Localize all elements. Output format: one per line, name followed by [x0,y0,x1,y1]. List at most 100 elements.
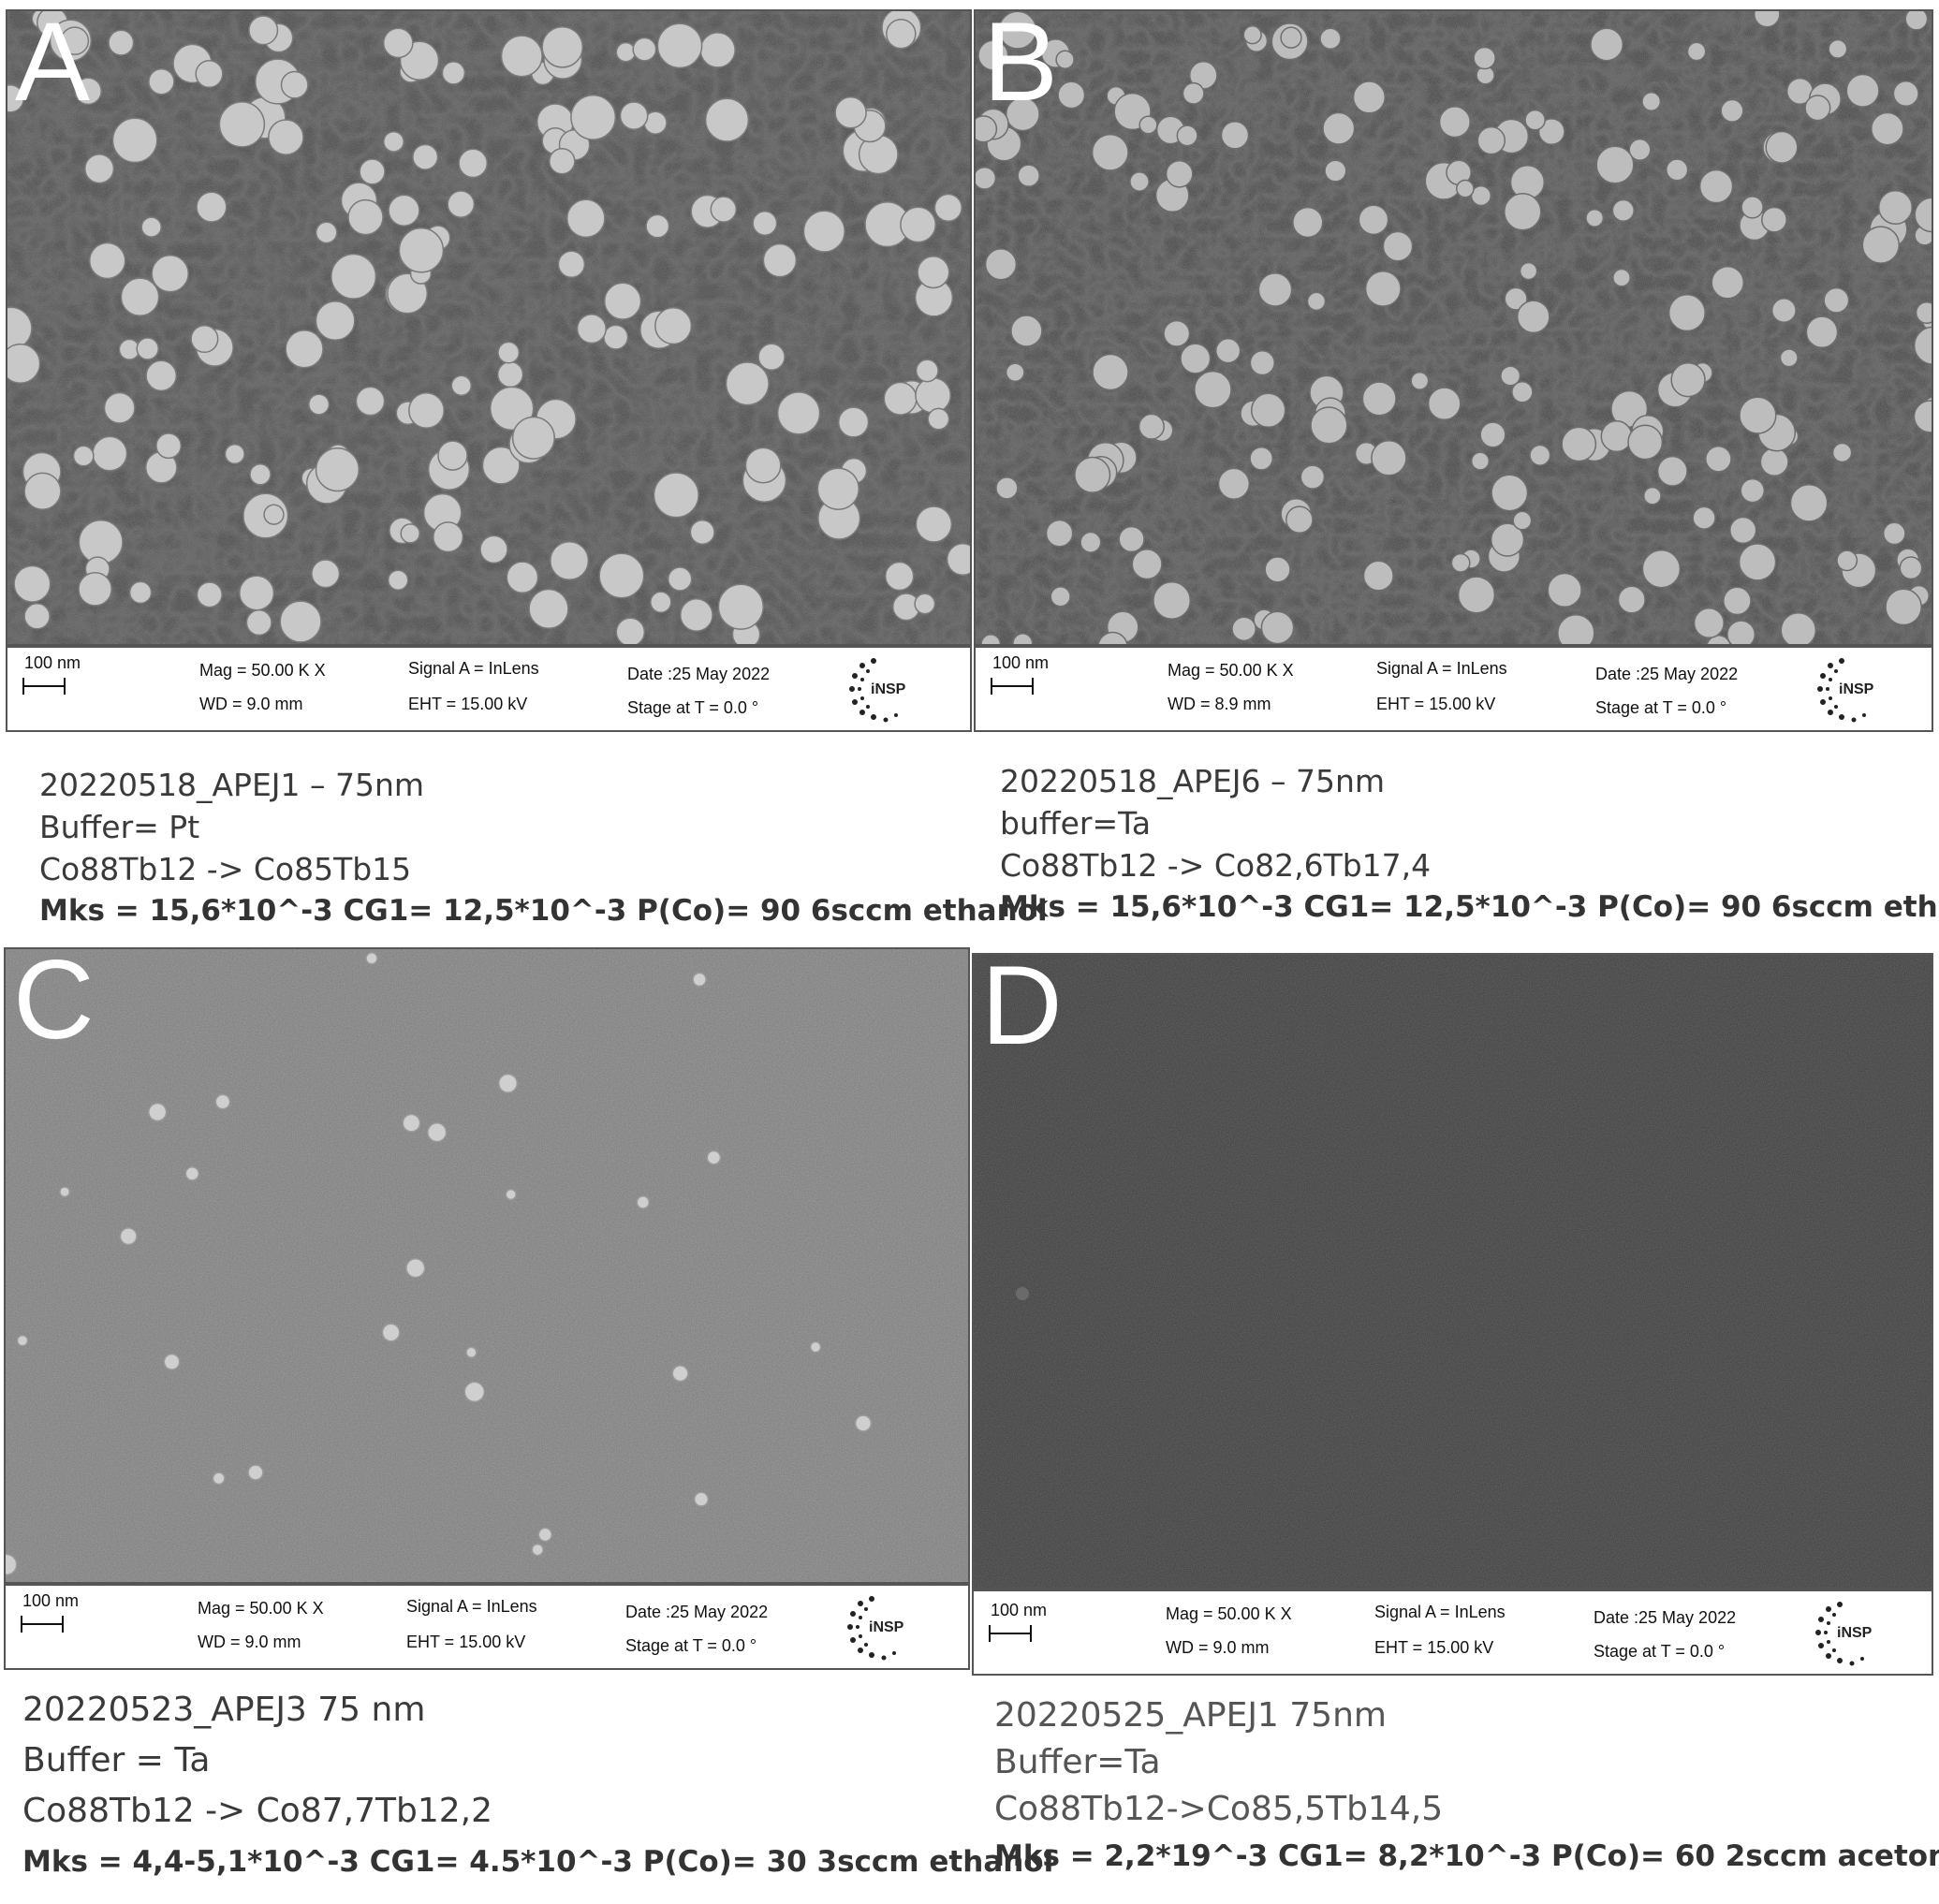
particle [1641,549,1682,589]
scale-bar [22,676,66,695]
particle [1017,164,1040,187]
panel-letter-c: C [13,947,95,1062]
particle [1180,343,1212,374]
particle [1016,1287,1029,1300]
particle [550,540,590,581]
particle [506,561,539,594]
particle [74,77,102,106]
particle [387,569,409,591]
caption-line: Co88Tb12->Co85,5Tb14,5 [994,1790,1444,1828]
particle [184,1166,200,1181]
particle [1611,198,1635,223]
particle [78,571,112,607]
particle [1741,196,1764,219]
particle [1319,27,1342,50]
eht-field: EHT = 15.00 kV [406,1633,526,1651]
particle [196,581,223,608]
signal-field: Signal A = InLens [1374,1603,1506,1621]
particle [1129,171,1150,192]
caption-line: Mks = 4,4-5,1*10^-3 CG1= 4.5*10^-3 P(Co)… [22,1845,1054,1879]
caption-line: 20220523_APEJ3 75 nm [22,1691,426,1729]
signal-field: Signal A = InLens [408,659,539,678]
particle [111,117,158,164]
particle [1138,115,1158,135]
sem-image-b: B [974,9,1933,646]
particle [1612,268,1631,287]
particle [383,130,404,153]
particle [541,25,584,68]
particle [315,221,338,244]
particle [72,445,95,467]
particle [1182,81,1205,105]
caption-line: 20220518_APEJ1 – 75nm [39,767,425,803]
particle [1899,556,1923,580]
particle [1759,447,1789,476]
particle [1595,145,1635,184]
particle [998,11,1037,50]
particle [263,504,285,525]
particle [757,343,786,371]
sem-image-d: D [972,953,1933,1589]
particle [671,1365,689,1383]
particle [108,29,135,56]
particle [148,67,175,95]
date-field: Date :25 May 2022 [1594,1608,1737,1627]
caption-line: buffer=Ta [1000,805,1152,842]
particle [915,376,952,414]
particle [549,147,576,175]
particle [1740,477,1766,504]
particle [1371,440,1407,476]
particle [1176,124,1198,147]
particle [463,1381,486,1403]
insp-logo-icon: iNSP [1817,658,1874,723]
particle [1914,197,1932,233]
particle [1250,392,1286,429]
caption-line: 20220525_APEJ1 75nm [994,1696,1387,1735]
particle [667,566,693,592]
wd-field: WD = 9.0 mm [1166,1638,1270,1657]
particle [1257,272,1293,307]
particle [84,154,115,184]
particle [692,972,707,988]
particle [1726,620,1756,644]
particle [398,227,445,273]
svg-text:iNSP: iNSP [871,681,906,697]
particle [1091,133,1129,171]
particle [249,462,272,486]
particle [615,41,637,63]
particle [1519,261,1538,281]
particle [816,467,860,510]
particle [1249,349,1275,376]
particle [1361,381,1397,417]
particle [196,191,228,223]
particle [23,603,51,630]
particle [603,282,642,320]
particle [1153,581,1192,620]
particle [190,324,219,354]
particle [1561,426,1597,462]
particle [7,83,25,113]
particle [1828,38,1848,59]
particle [1352,81,1387,114]
particle [405,1257,426,1279]
particle [1600,420,1633,453]
particle [1306,291,1327,312]
particle [615,617,646,644]
particle [1585,208,1605,227]
particle [570,94,617,140]
particle [136,337,159,360]
svg-text:iNSP: iNSP [1839,681,1874,697]
particle [725,361,770,406]
particle [1877,189,1914,226]
particle [239,575,275,611]
signal-field: Signal A = InLens [406,1597,537,1616]
mag-field: Mag = 50.00 K X [199,661,326,680]
particle [285,330,324,369]
eht-field: EHT = 15.00 kV [1374,1638,1494,1657]
particle [636,1195,651,1209]
particle [1358,204,1389,236]
particle [1057,81,1086,110]
scale-label: 100 nm [991,1601,1048,1619]
particle [1836,549,1858,572]
particle [355,386,386,417]
